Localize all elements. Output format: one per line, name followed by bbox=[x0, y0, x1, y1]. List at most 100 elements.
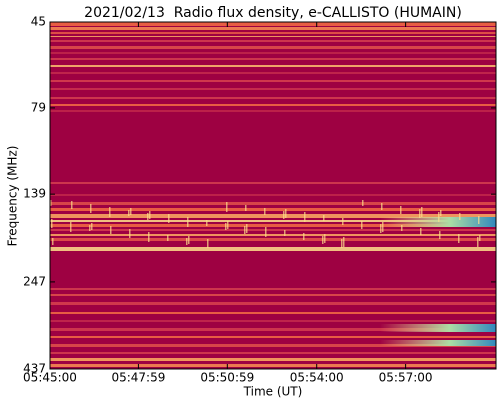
texture-spike bbox=[477, 237, 479, 247]
texture-band bbox=[50, 58, 496, 60]
texture-spike bbox=[285, 209, 287, 218]
texture-spike bbox=[343, 237, 345, 247]
texture-spike bbox=[186, 238, 188, 245]
texture-band bbox=[50, 336, 496, 338]
texture-band bbox=[50, 312, 496, 314]
texture-spike bbox=[439, 231, 441, 239]
plot-frame bbox=[49, 21, 497, 370]
texture-band bbox=[50, 104, 496, 106]
texture-spike bbox=[225, 223, 227, 230]
texture-band bbox=[50, 224, 496, 227]
texture-spike bbox=[129, 229, 131, 238]
x-tick-label: 05:57:00 bbox=[379, 371, 433, 385]
texture-spike bbox=[401, 225, 403, 231]
texture-spike bbox=[130, 208, 132, 215]
texture-spike bbox=[421, 207, 423, 217]
texture-spike bbox=[226, 202, 228, 212]
texture-spike bbox=[304, 212, 306, 222]
texture-band bbox=[50, 36, 496, 37]
texture-spike bbox=[91, 223, 93, 230]
x-tick-label: 05:45:00 bbox=[23, 371, 77, 385]
texture-spike bbox=[227, 221, 229, 229]
texture-band bbox=[50, 27, 496, 30]
texture-spike bbox=[440, 210, 442, 216]
texture-band bbox=[50, 182, 496, 184]
texture-spike bbox=[187, 217, 189, 227]
texture-spike bbox=[244, 226, 246, 234]
texture-spike bbox=[148, 232, 150, 242]
texture-highlight bbox=[380, 324, 496, 332]
texture-band bbox=[50, 202, 496, 205]
chart-title: 2021/02/13 Radio flux density, e-CALLIST… bbox=[84, 5, 462, 21]
texture-spike bbox=[324, 234, 326, 243]
texture-band bbox=[50, 328, 496, 331]
texture-spike bbox=[419, 209, 421, 218]
texture-spike bbox=[458, 234, 460, 243]
texture-spike bbox=[147, 213, 149, 220]
texture-band bbox=[50, 88, 496, 90]
x-axis-label: Time (UT) bbox=[243, 385, 303, 399]
texture-spike bbox=[322, 236, 324, 244]
texture-spike bbox=[167, 235, 169, 241]
texture-spike bbox=[382, 222, 384, 232]
texture-spike bbox=[380, 224, 382, 233]
texture-spike bbox=[284, 230, 286, 236]
texture-band bbox=[50, 208, 496, 211]
texture-spike bbox=[303, 233, 305, 240]
y-axis-label: Frequency (MHz) bbox=[6, 146, 20, 247]
texture-band bbox=[50, 46, 496, 49]
texture-spike bbox=[71, 201, 73, 209]
texture-spike bbox=[323, 215, 325, 221]
x-tick-label: 05:54:00 bbox=[290, 371, 344, 385]
texture-spike bbox=[264, 208, 266, 215]
texture-band bbox=[50, 358, 496, 361]
texture-spike bbox=[361, 221, 363, 229]
texture-band bbox=[50, 364, 496, 367]
texture-band bbox=[50, 52, 496, 54]
texture-band bbox=[50, 238, 496, 241]
texture-band bbox=[50, 247, 496, 251]
texture-spike bbox=[109, 207, 111, 217]
texture-band bbox=[50, 234, 496, 236]
texture-spike bbox=[90, 204, 92, 213]
texture-spike bbox=[188, 236, 190, 244]
texture-band bbox=[50, 344, 496, 347]
texture-band bbox=[50, 288, 496, 290]
texture-spike bbox=[381, 203, 383, 210]
texture-band bbox=[50, 352, 496, 354]
texture-spike bbox=[265, 227, 267, 237]
texture-highlight bbox=[380, 340, 496, 346]
texture-spike bbox=[168, 214, 170, 223]
texture-spike bbox=[206, 220, 208, 226]
y-tick-label: 45 bbox=[31, 15, 46, 29]
texture-spike bbox=[479, 235, 481, 241]
texture-spike bbox=[50, 200, 52, 206]
texture-band bbox=[50, 97, 496, 99]
texture-spike bbox=[207, 239, 209, 248]
texture-spike bbox=[110, 226, 112, 234]
texture-spike bbox=[283, 211, 285, 219]
texture-spike bbox=[149, 211, 151, 219]
texture-band bbox=[50, 72, 496, 74]
y-tick-label: 139 bbox=[23, 187, 46, 201]
y-tick-label: 247 bbox=[23, 274, 46, 288]
texture-spike bbox=[128, 210, 130, 216]
texture-band bbox=[50, 302, 496, 305]
texture-band bbox=[50, 320, 496, 322]
texture-spike bbox=[51, 219, 53, 228]
texture-spike bbox=[342, 218, 344, 225]
texture-band bbox=[50, 22, 496, 26]
texture-spike bbox=[438, 212, 440, 222]
texture-band bbox=[50, 194, 496, 196]
texture-spike bbox=[478, 216, 480, 224]
texture-spike bbox=[420, 228, 422, 235]
texture-band bbox=[50, 32, 496, 34]
x-tick-label: 05:50:59 bbox=[200, 371, 254, 385]
texture-band bbox=[50, 294, 496, 296]
texture-spike bbox=[246, 224, 248, 233]
texture-spike bbox=[459, 213, 461, 220]
y-tick-label: 437 bbox=[23, 362, 46, 376]
texture-spike bbox=[245, 205, 247, 211]
texture-spike bbox=[400, 206, 402, 214]
texture-spike bbox=[89, 225, 91, 231]
